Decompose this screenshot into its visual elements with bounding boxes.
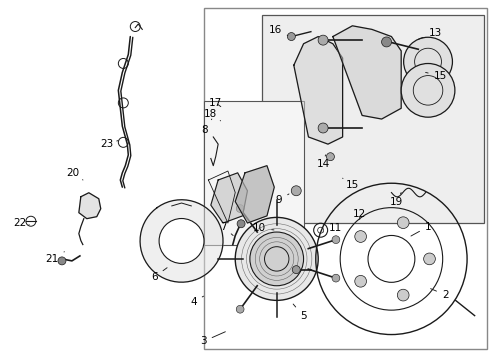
- Circle shape: [291, 186, 301, 196]
- Circle shape: [424, 253, 435, 265]
- Text: 1: 1: [411, 222, 431, 236]
- Text: 21: 21: [46, 252, 64, 264]
- Circle shape: [332, 274, 340, 282]
- Circle shape: [397, 289, 409, 301]
- Circle shape: [292, 266, 300, 274]
- Bar: [203, 8, 487, 348]
- Text: 17: 17: [209, 98, 222, 108]
- Polygon shape: [235, 166, 274, 223]
- Text: 11: 11: [323, 224, 342, 233]
- Circle shape: [382, 37, 392, 47]
- Circle shape: [397, 217, 409, 229]
- Polygon shape: [294, 37, 343, 144]
- Text: 9: 9: [276, 194, 289, 205]
- Circle shape: [235, 217, 318, 300]
- Text: 15: 15: [426, 71, 447, 81]
- Circle shape: [288, 32, 295, 41]
- Text: 13: 13: [418, 28, 442, 39]
- Polygon shape: [79, 193, 101, 219]
- Text: 14: 14: [317, 155, 330, 169]
- Text: 15: 15: [343, 178, 359, 190]
- Polygon shape: [211, 173, 247, 223]
- Text: 7: 7: [220, 222, 233, 235]
- Circle shape: [318, 35, 328, 45]
- Text: 5: 5: [293, 304, 307, 321]
- Text: 4: 4: [191, 296, 203, 307]
- Polygon shape: [333, 26, 401, 119]
- Text: 18: 18: [204, 109, 220, 121]
- Bar: [262, 15, 484, 223]
- Circle shape: [236, 305, 244, 313]
- Circle shape: [404, 37, 452, 86]
- Circle shape: [326, 153, 334, 161]
- Text: 12: 12: [353, 209, 367, 220]
- Circle shape: [236, 204, 244, 212]
- Circle shape: [250, 232, 304, 286]
- Circle shape: [58, 257, 66, 265]
- Text: 10: 10: [253, 224, 274, 233]
- Text: 6: 6: [151, 268, 167, 282]
- Text: 16: 16: [269, 25, 288, 36]
- Text: 8: 8: [202, 119, 212, 135]
- Circle shape: [318, 123, 328, 133]
- Text: 3: 3: [200, 332, 225, 346]
- Circle shape: [332, 236, 340, 244]
- Text: 22: 22: [13, 218, 29, 228]
- Text: 20: 20: [67, 168, 83, 180]
- Circle shape: [355, 275, 367, 287]
- Text: 19: 19: [390, 193, 403, 207]
- Text: 2: 2: [431, 289, 448, 300]
- Circle shape: [401, 63, 455, 117]
- Polygon shape: [140, 200, 223, 282]
- Circle shape: [159, 219, 204, 264]
- Bar: [203, 101, 304, 244]
- Circle shape: [237, 220, 245, 228]
- Text: 23: 23: [101, 139, 118, 149]
- Circle shape: [355, 231, 367, 242]
